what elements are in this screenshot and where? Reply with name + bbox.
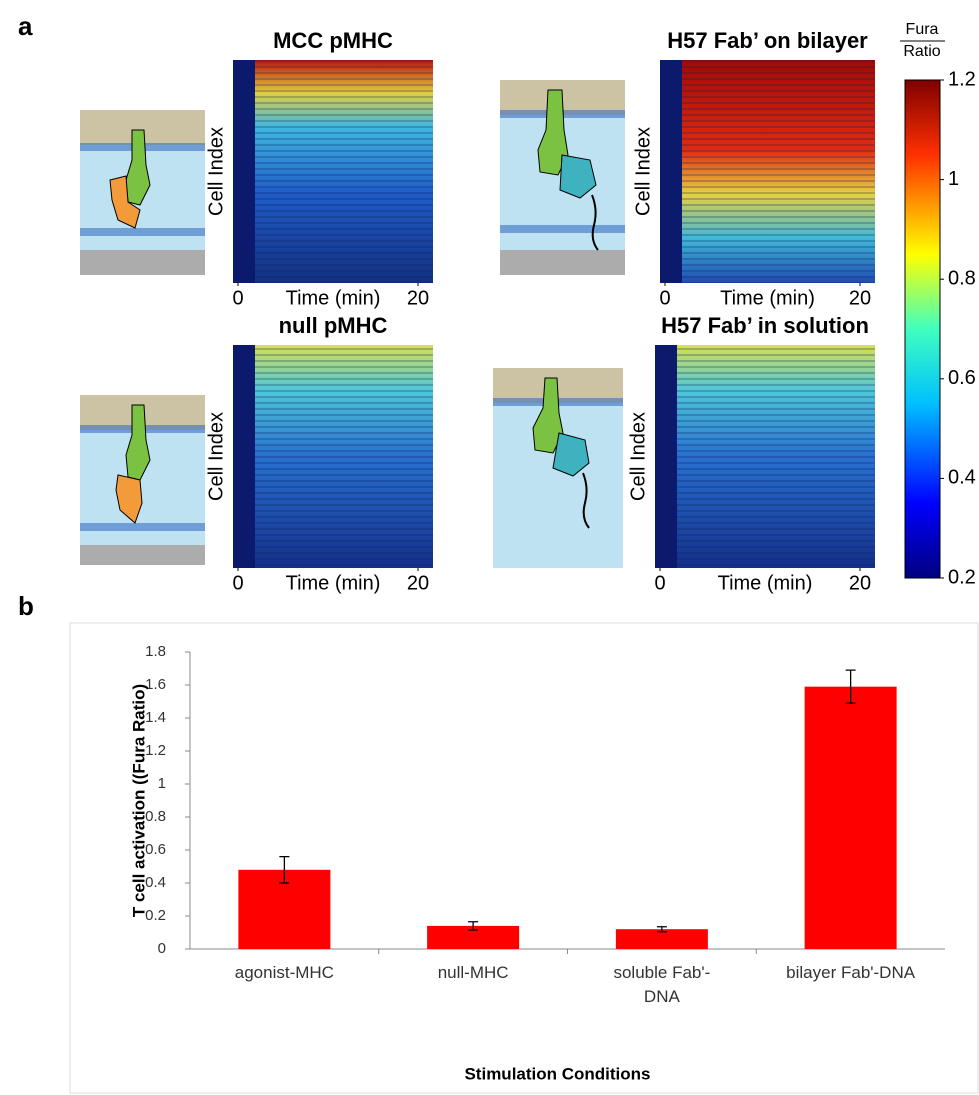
x-tick-label: 0 <box>659 287 670 309</box>
cartoons <box>80 80 625 568</box>
x-axis-label: Time (min) <box>720 287 815 309</box>
panel-label: b <box>18 591 34 621</box>
baseline-strip <box>233 345 255 568</box>
heatmap-title: MCC pMHC <box>273 28 393 53</box>
y-axis-label: Cell Index <box>632 127 654 216</box>
colorbar-tick-label: 0.6 <box>948 367 976 389</box>
y-axis-label: Cell Index <box>205 412 227 501</box>
x-tick-label-box: agonist-MHC <box>234 963 334 982</box>
y-axis-label: Cell Index <box>627 412 649 501</box>
y-tick-label: 1 <box>158 775 166 792</box>
colorbar-title: Ratio <box>903 43 940 60</box>
x-tick-label: 0 <box>654 572 665 594</box>
heatmap-title: null pMHC <box>279 313 388 338</box>
bar <box>427 925 520 949</box>
x-tick-label-box: null-MHC <box>437 963 509 982</box>
x-tick-label: soluble Fab'-DNA <box>613 963 711 1006</box>
y-tick-label: 0.6 <box>145 841 166 858</box>
x-tick-label: 20 <box>849 572 871 594</box>
x-axis-label: Time (min) <box>286 287 381 309</box>
baseline-strip <box>655 345 677 568</box>
y-tick-label: 0 <box>158 940 166 957</box>
colorbar-title: Fura <box>906 21 939 38</box>
y-tick-label: 0.8 <box>145 808 166 825</box>
colorbar-tick-label: 0.2 <box>948 566 976 588</box>
heatmap-title: H57 Fab’ in solution <box>661 313 869 338</box>
x-tick-label: 20 <box>849 287 871 309</box>
x-tick-label: 0 <box>232 287 243 309</box>
y-tick-label: 1.8 <box>145 643 166 660</box>
x-axis-label: Time (min) <box>718 572 813 594</box>
y-tick-label: 1.4 <box>145 709 166 726</box>
colorbar-tick-label: 0.4 <box>948 467 976 489</box>
heatmap-title: H57 Fab’ on bilayer <box>667 28 868 53</box>
x-tick-label: null-MHC <box>437 963 509 982</box>
y-tick-label: 0.4 <box>145 874 166 891</box>
x-tick-label: 20 <box>407 572 429 594</box>
error-bar <box>845 669 856 704</box>
bar <box>804 686 897 949</box>
x-tick-label: 0 <box>232 572 243 594</box>
colorbar-tick-label: 1.2 <box>948 68 976 90</box>
y-tick-label: 1.2 <box>145 742 166 759</box>
colorbar <box>904 79 941 579</box>
colorbar-tick-label: 1 <box>948 168 959 190</box>
x-tick-label: agonist-MHC <box>234 963 334 982</box>
error-bar <box>656 926 667 933</box>
x-tick-label: 20 <box>407 287 429 309</box>
x-tick-label-box: bilayer Fab'-DNA <box>786 963 916 982</box>
x-tick-label-box: soluble Fab'-DNA <box>613 963 711 1006</box>
baseline-strip <box>660 60 682 283</box>
chart-frame <box>69 622 979 1094</box>
heatmap-texture <box>660 60 875 283</box>
error-bar <box>279 855 290 884</box>
heatmap-texture <box>233 345 433 568</box>
y-axis-label: Cell Index <box>205 127 227 216</box>
colorbar-tick-label: 0.8 <box>948 267 976 289</box>
y-tick-label: 0.2 <box>145 907 166 924</box>
x-tick-label: bilayer Fab'-DNA <box>786 963 916 982</box>
x-axis-label: Time (min) <box>286 572 381 594</box>
heatmap-texture <box>233 60 433 283</box>
baseline-strip <box>233 60 255 283</box>
bar <box>615 929 708 949</box>
y-tick-label: 1.6 <box>145 676 166 693</box>
y-axis-label: T cell activation ((Fura Ratio) <box>129 684 148 917</box>
error-bar <box>468 921 479 931</box>
x-axis-label: Stimulation Conditions <box>464 1064 650 1083</box>
heatmap-texture <box>655 345 875 568</box>
panel-label: a <box>18 11 33 41</box>
